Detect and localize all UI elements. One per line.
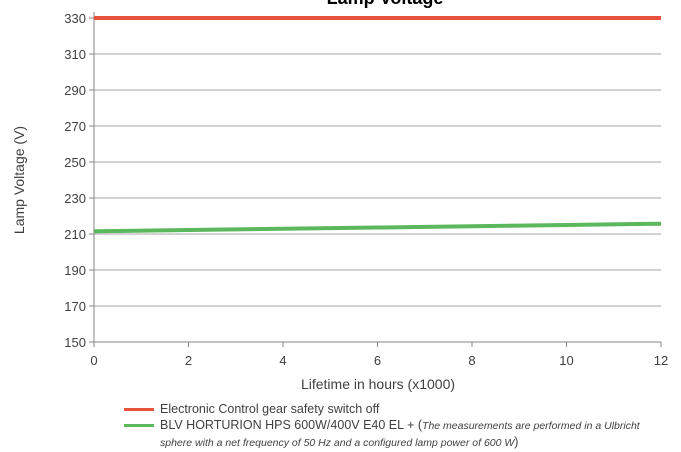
legend-swatch-horturion	[124, 424, 154, 427]
x-tick-label: 12	[654, 353, 668, 368]
y-axis-title: Lamp Voltage (V)	[11, 126, 27, 234]
y-tick-label: 290	[64, 83, 86, 98]
y-tick-label: 150	[64, 335, 86, 350]
series-lines	[93, 16, 662, 234]
legend-swatch-safety-switch	[124, 408, 154, 411]
y-tick-label: 250	[64, 155, 86, 170]
y-tick-label: 170	[64, 299, 86, 314]
x-tick-label: 10	[559, 353, 573, 368]
legend-item-safety-switch: Electronic Control gear safety switch of…	[124, 401, 674, 417]
x-tick-label: 4	[279, 353, 286, 368]
x-tick-label: 2	[185, 353, 192, 368]
x-tick-label: 0	[90, 353, 97, 368]
y-tick-label: 190	[64, 263, 86, 278]
series-line-horturion	[93, 221, 662, 234]
legend-note-close: )	[514, 435, 519, 449]
x-tick-labels: 0 2 4 6 8 10 12	[90, 353, 668, 368]
legend-item-horturion: BLV HORTURION HPS 600W/400V E40 EL + (Th…	[124, 417, 674, 451]
gridlines	[94, 17, 661, 307]
y-tick-label: 210	[64, 227, 86, 242]
legend-label-safety-switch: Electronic Control gear safety switch of…	[160, 402, 380, 416]
y-tick-labels: 150 170 190 210 230 250 270 290 310 330	[64, 11, 86, 350]
axes	[89, 12, 662, 347]
y-tick-label: 230	[64, 191, 86, 206]
x-axis-title: Lifetime in hours (x1000)	[301, 376, 455, 392]
x-tick-label: 8	[468, 353, 475, 368]
legend-label-horturion: BLV HORTURION HPS 600W/400V E40 EL + (	[160, 418, 423, 432]
y-tick-label: 310	[64, 47, 86, 62]
legend-note-horturion: The measurements are performed in a Ulbr…	[160, 420, 640, 449]
y-tick-label: 330	[64, 11, 86, 26]
legend: Electronic Control gear safety switch of…	[124, 401, 674, 451]
x-tick-label: 6	[374, 353, 381, 368]
chart-title: Lamp Voltage	[327, 0, 444, 8]
y-tick-label: 270	[64, 119, 86, 134]
